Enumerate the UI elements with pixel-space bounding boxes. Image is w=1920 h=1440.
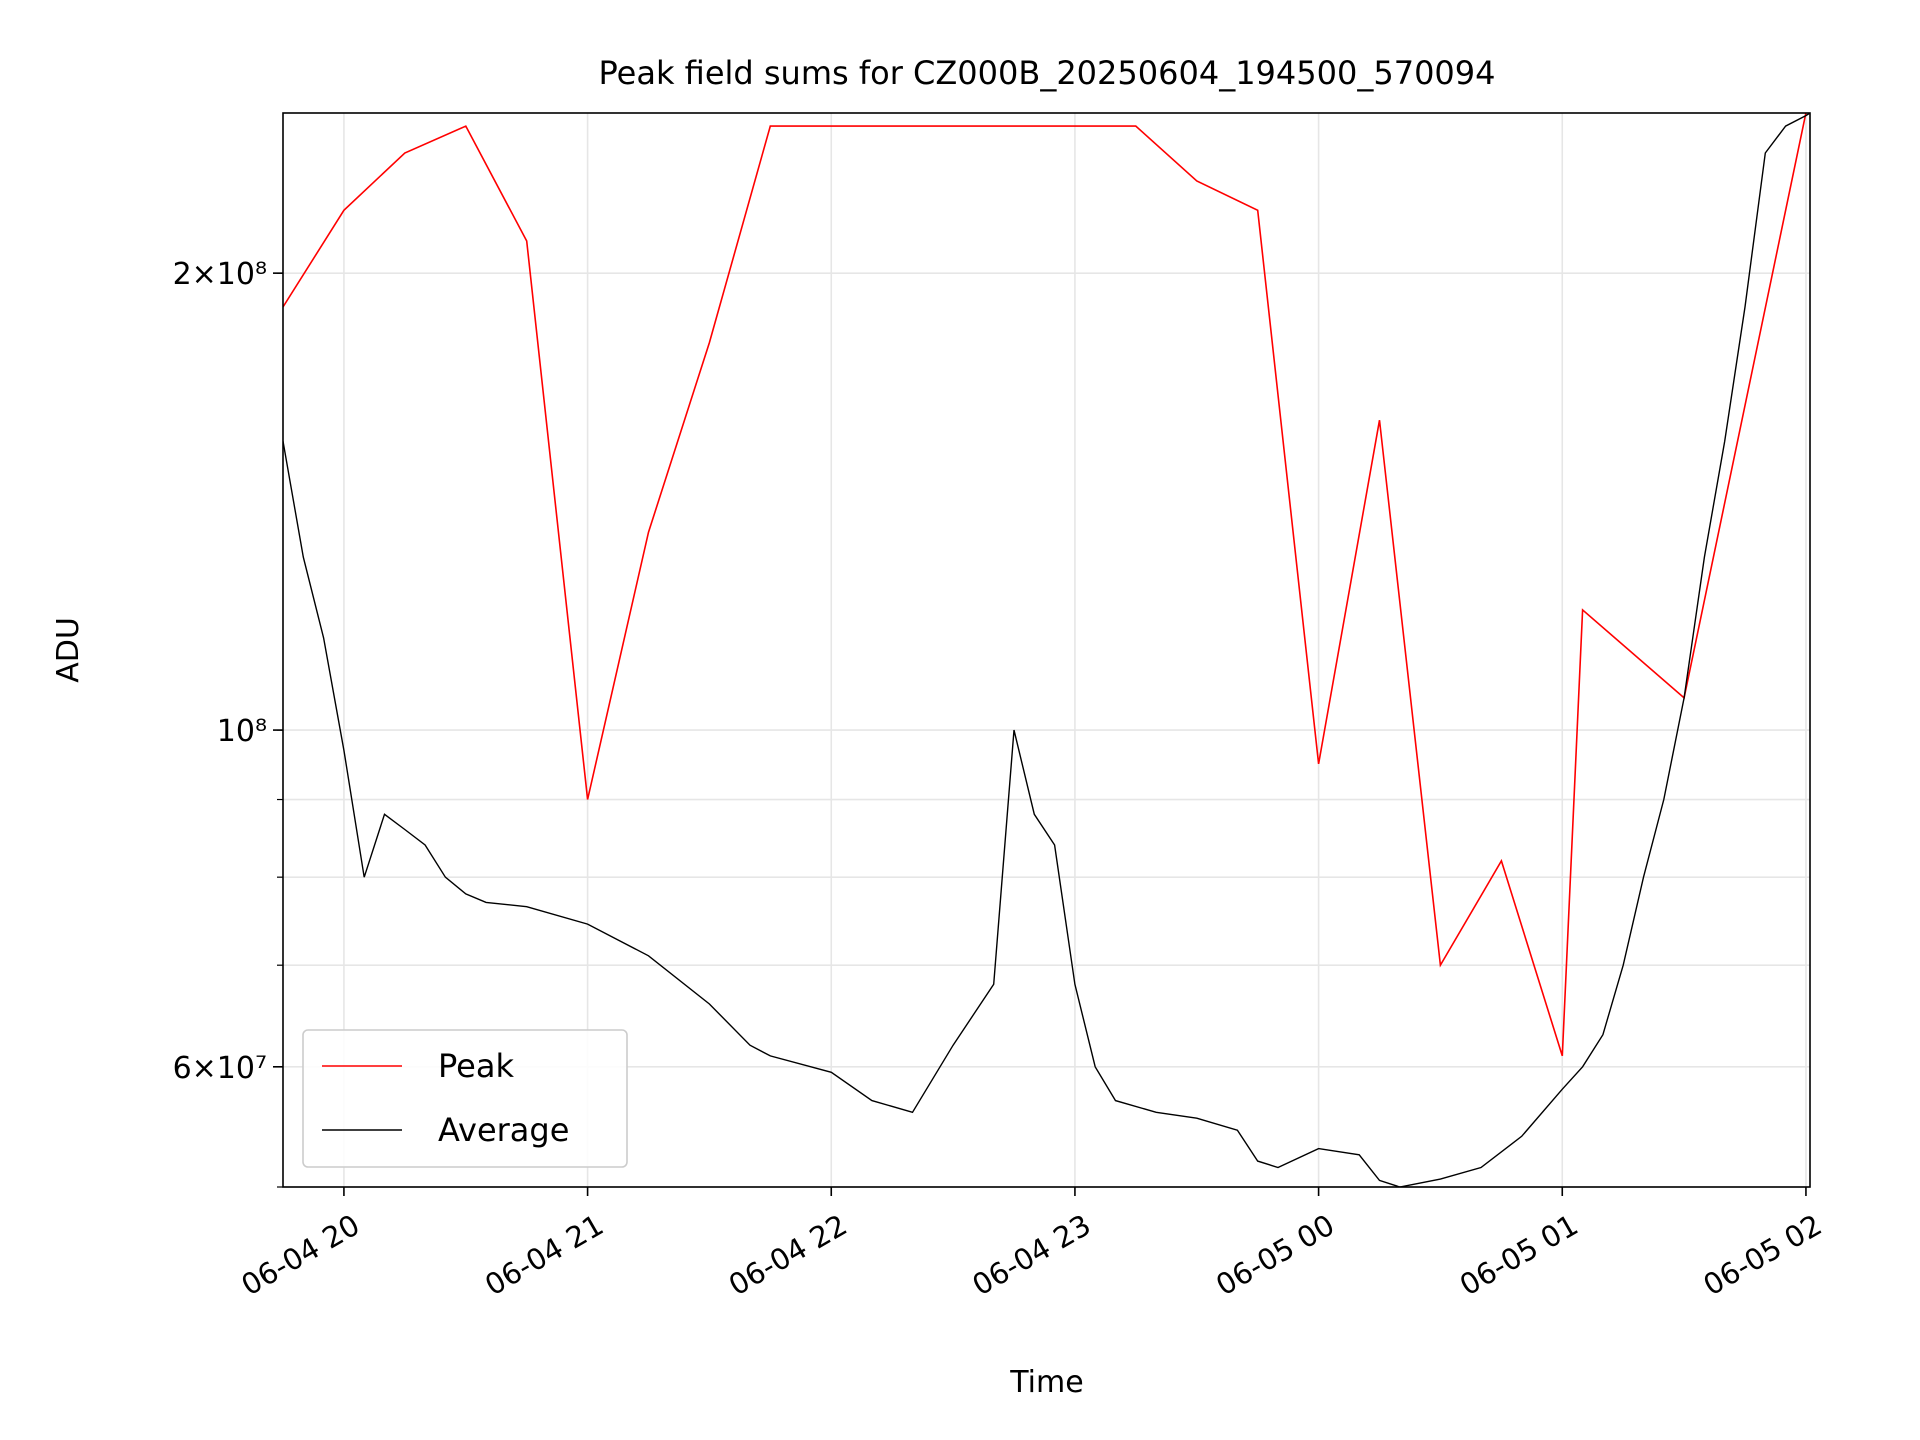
legend-label-average: Average bbox=[438, 1111, 569, 1149]
y-tick-label: 2×10⁸ bbox=[173, 257, 267, 292]
y-tick-label: 6×10⁷ bbox=[173, 1051, 267, 1086]
legend-box bbox=[302, 1029, 628, 1168]
chart-title: Peak field sums for CZ000B_20250604_1945… bbox=[599, 54, 1496, 92]
legend-label-peak: Peak bbox=[438, 1047, 514, 1085]
y-ticks: 2×10⁸ 10⁸ 6×10⁷ bbox=[173, 257, 283, 1188]
series-line-average bbox=[283, 113, 1810, 1187]
y-tick-label: 10⁸ bbox=[217, 714, 267, 749]
x-axis-label: Time bbox=[1009, 1365, 1083, 1400]
plot-frame bbox=[282, 112, 1811, 1188]
y-axis-label: ADU bbox=[51, 617, 86, 683]
series-line-peak bbox=[283, 113, 1807, 1057]
legend: Peak Average bbox=[302, 1029, 628, 1168]
